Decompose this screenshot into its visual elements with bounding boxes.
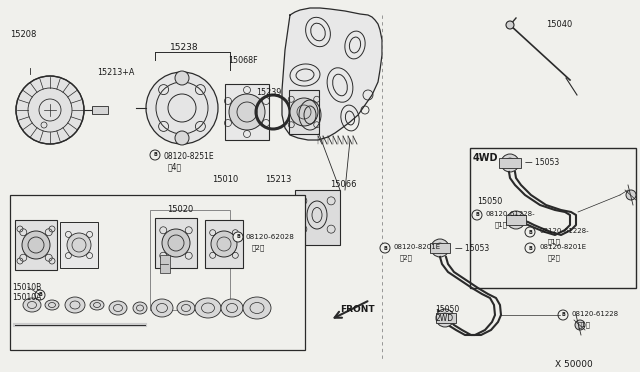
- Circle shape: [233, 232, 243, 242]
- Text: 08120-62028: 08120-62028: [246, 234, 295, 240]
- Circle shape: [525, 227, 535, 237]
- Text: 〈2〉: 〈2〉: [252, 244, 266, 251]
- Ellipse shape: [90, 300, 104, 310]
- Text: 〈1〉: 〈1〉: [495, 221, 508, 228]
- Circle shape: [22, 231, 50, 259]
- Ellipse shape: [65, 297, 85, 313]
- Text: 08120-61228: 08120-61228: [572, 311, 619, 317]
- Text: 15020: 15020: [167, 205, 193, 214]
- Text: 15010: 15010: [212, 175, 238, 184]
- Ellipse shape: [243, 297, 271, 319]
- Bar: [155, 218, 197, 268]
- Circle shape: [175, 71, 189, 85]
- Text: B: B: [383, 246, 387, 250]
- Circle shape: [472, 210, 482, 220]
- Text: 2WD: 2WD: [435, 314, 453, 323]
- Circle shape: [35, 290, 45, 300]
- Circle shape: [175, 131, 189, 145]
- Circle shape: [575, 320, 585, 330]
- Text: 08120-8251E: 08120-8251E: [163, 152, 214, 161]
- Text: 〈1〉: 〈1〉: [548, 238, 561, 245]
- Bar: [92, 106, 108, 114]
- Bar: [506, 215, 526, 225]
- Text: 08120-61228-: 08120-61228-: [486, 211, 536, 217]
- Bar: [60, 222, 98, 268]
- Text: 4WD: 4WD: [473, 153, 499, 163]
- Bar: [499, 158, 521, 168]
- Bar: [10, 195, 305, 350]
- Text: 15040: 15040: [546, 20, 572, 29]
- Bar: [160, 255, 170, 273]
- Ellipse shape: [45, 300, 59, 310]
- Text: 15066: 15066: [330, 180, 356, 189]
- Text: 08120-8201E: 08120-8201E: [394, 244, 441, 250]
- Circle shape: [506, 21, 514, 29]
- Ellipse shape: [109, 301, 127, 315]
- Circle shape: [507, 211, 525, 229]
- Circle shape: [146, 72, 218, 144]
- Bar: [15, 220, 57, 270]
- Text: 〈2〉: 〈2〉: [548, 254, 561, 261]
- Text: 〈4〉: 〈4〉: [168, 162, 182, 171]
- Ellipse shape: [177, 301, 195, 315]
- Text: 15050: 15050: [435, 305, 460, 314]
- Circle shape: [67, 233, 91, 257]
- Ellipse shape: [195, 298, 221, 318]
- Text: B: B: [38, 292, 42, 298]
- Bar: [470, 148, 636, 288]
- Text: — 15053: — 15053: [455, 244, 489, 253]
- Text: X 50000: X 50000: [555, 360, 593, 369]
- Circle shape: [558, 310, 568, 320]
- Text: B: B: [475, 212, 479, 218]
- Text: 15238: 15238: [170, 43, 198, 52]
- Text: 15050: 15050: [477, 197, 502, 206]
- Bar: [205, 220, 243, 268]
- Text: 15239: 15239: [256, 88, 282, 97]
- Text: 08120-8201E: 08120-8201E: [539, 244, 586, 250]
- Bar: [150, 210, 230, 310]
- Circle shape: [501, 154, 519, 172]
- Text: 15010B: 15010B: [12, 283, 41, 292]
- Circle shape: [162, 229, 190, 257]
- Text: B: B: [236, 234, 240, 240]
- Text: B: B: [153, 153, 157, 157]
- Text: FRONT: FRONT: [340, 305, 374, 314]
- Text: 〈2〉: 〈2〉: [400, 254, 413, 261]
- Text: — 15053: — 15053: [525, 158, 559, 167]
- Ellipse shape: [133, 302, 147, 314]
- Ellipse shape: [221, 299, 243, 317]
- Circle shape: [431, 239, 449, 257]
- Circle shape: [16, 76, 84, 144]
- Ellipse shape: [23, 298, 41, 312]
- Text: B: B: [528, 230, 532, 234]
- Text: 15208: 15208: [10, 30, 36, 39]
- Bar: [225, 84, 269, 140]
- Circle shape: [290, 98, 318, 126]
- Text: B: B: [561, 312, 565, 317]
- Text: 15213: 15213: [265, 175, 291, 184]
- Bar: [436, 313, 456, 323]
- Circle shape: [150, 150, 160, 160]
- Polygon shape: [282, 8, 382, 140]
- Ellipse shape: [151, 299, 173, 317]
- Text: 15010A: 15010A: [12, 293, 42, 302]
- Bar: [295, 190, 340, 245]
- Circle shape: [626, 190, 636, 200]
- Text: 〈1〉: 〈1〉: [578, 321, 591, 328]
- Text: 08120-61228-: 08120-61228-: [539, 228, 589, 234]
- Circle shape: [229, 94, 265, 130]
- Text: 15068F: 15068F: [228, 56, 258, 65]
- Circle shape: [211, 231, 237, 257]
- Circle shape: [380, 243, 390, 253]
- Circle shape: [525, 243, 535, 253]
- Bar: [289, 90, 319, 134]
- Text: B: B: [528, 246, 532, 250]
- Bar: [430, 243, 450, 253]
- Circle shape: [436, 309, 454, 327]
- Text: 15213+A: 15213+A: [97, 68, 134, 77]
